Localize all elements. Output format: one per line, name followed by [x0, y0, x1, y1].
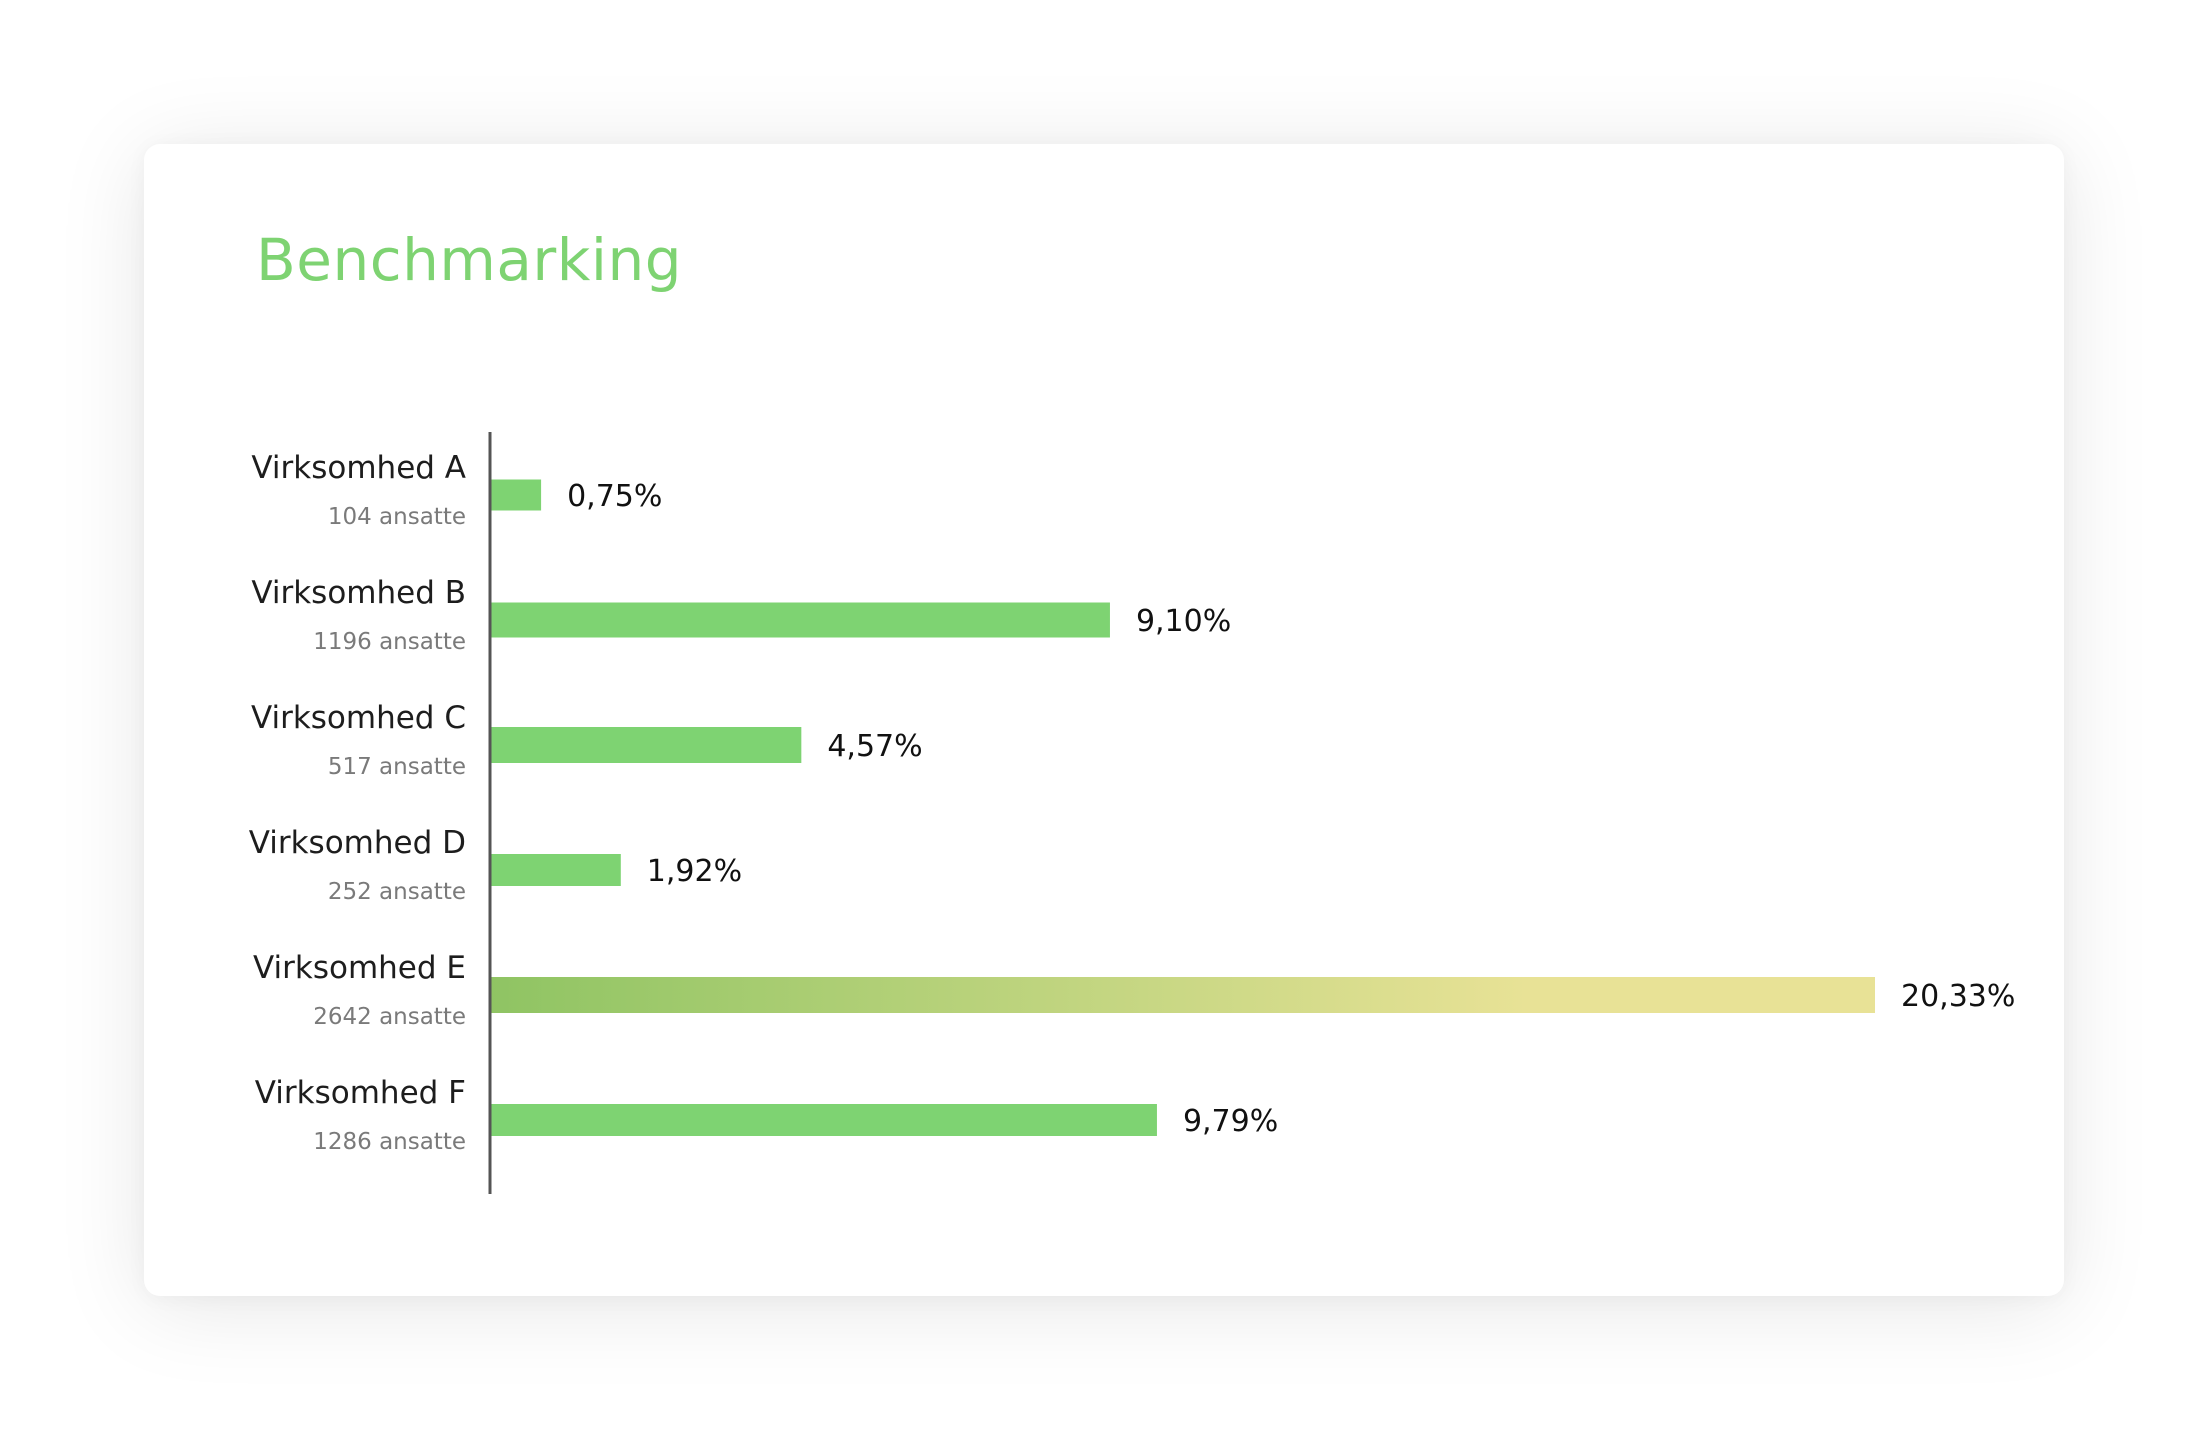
category-sublabel: 517 ansatte: [328, 754, 466, 780]
bar: [490, 479, 542, 511]
chart-title: Benchmarking: [256, 226, 683, 294]
category-sublabel: 104 ansatte: [328, 504, 466, 530]
category-label: Virksomhed F: [255, 1075, 466, 1111]
value-label: 9,79%: [1183, 1104, 1278, 1139]
bar: [490, 602, 1110, 638]
chart-card: Benchmarking Virksomhed A 104 ansatte 0,75…: [144, 144, 2064, 1296]
category-label: Virksomhed E: [253, 950, 466, 986]
value-label: 20,33%: [1901, 979, 2015, 1014]
category-label: Virksomhed B: [251, 575, 466, 611]
category-label: Virksomhed D: [249, 825, 466, 861]
category-label: Virksomhed C: [251, 700, 466, 736]
bar: [490, 977, 1875, 1013]
bar-chart: Virksomhed A 104 ansatte 0,75% Virksomhed B…: [249, 432, 2015, 1194]
category-sublabel: 252 ansatte: [328, 879, 466, 905]
category-sublabel: 1196 ansatte: [313, 629, 466, 655]
category-label: Virksomhed A: [251, 450, 466, 486]
category-sublabel: 2642 ansatte: [313, 1004, 466, 1030]
bar: [490, 727, 802, 763]
bar: [490, 854, 621, 886]
value-label: 4,57%: [827, 729, 922, 764]
category-sublabel: 1286 ansatte: [313, 1129, 466, 1155]
value-label: 0,75%: [567, 479, 662, 514]
bar: [490, 1104, 1157, 1136]
value-label: 1,92%: [647, 854, 742, 889]
value-label: 9,10%: [1136, 604, 1231, 639]
